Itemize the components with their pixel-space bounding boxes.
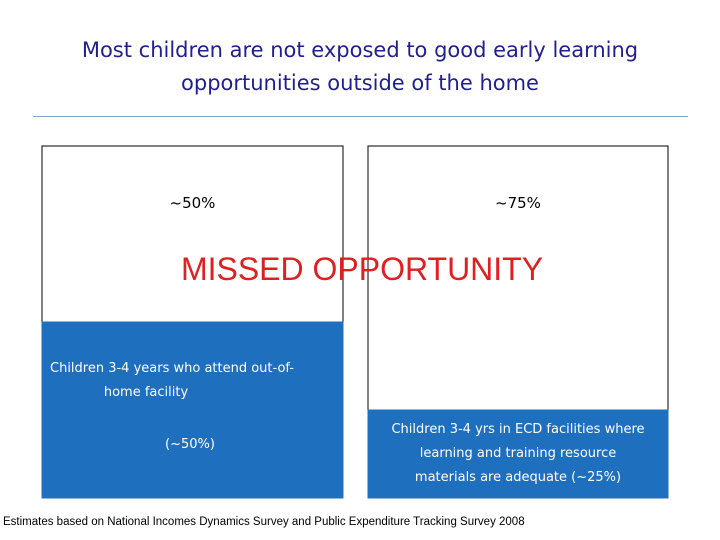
page-title: Most children are not exposed to good ea… — [20, 34, 700, 100]
footnote: Estimates based on National Incomes Dyna… — [3, 516, 525, 528]
covered-label-1-line-2: home facility — [104, 385, 189, 400]
title-line-1: Most children are not exposed to good ea… — [81, 38, 639, 62]
covered-label-2-line-1: Children 3-4 yrs in ECD facilities where — [391, 422, 644, 437]
covered-label-1-line-3: (~50%) — [165, 437, 215, 452]
bars-group — [41, 145, 669, 499]
title-line-2: opportunities outside of the home — [181, 71, 539, 95]
covered-label-2-line-2: learning and training resource — [420, 446, 616, 461]
covered-label-2-line-3: materials are adequate (~25%) — [415, 470, 621, 485]
bar-covered-2 — [367, 409, 669, 499]
labels-group: ~50% Children 3-4 years who attend out-of… — [50, 194, 645, 485]
covered-label-1-line-1: Children 3-4 years who attend out-of- — [50, 361, 294, 376]
missed-value-label-2: ~75% — [495, 194, 541, 212]
missed-value-label-1: ~50% — [170, 194, 216, 212]
bar-covered-1 — [41, 321, 344, 499]
missed-opportunity-label: MISSED OPPORTUNITY — [181, 251, 543, 287]
bar-missed-2 — [367, 145, 669, 411]
bar-missed-1 — [41, 145, 344, 323]
title-divider — [33, 116, 688, 117]
